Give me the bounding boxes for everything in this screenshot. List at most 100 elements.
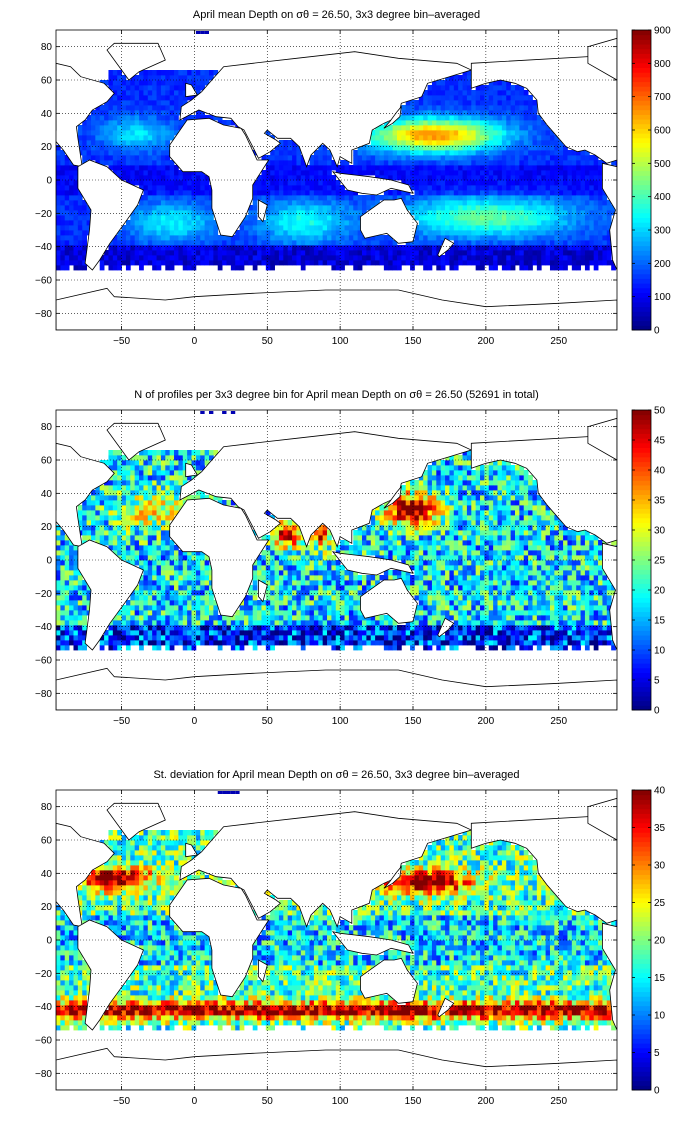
heatmap-cell [152,250,157,256]
heatmap-cell [418,95,424,101]
heatmap-cell [99,105,105,111]
heatmap-cell [134,465,140,471]
heatmap-cell [462,260,468,266]
heatmap-cell [453,225,459,231]
heatmap-cell [60,240,66,246]
heatmap-cell [480,115,485,121]
heatmap-cell [322,605,328,611]
heatmap-cell [274,255,280,261]
heatmap-cell [431,185,437,191]
heatmap-cell [300,640,306,646]
heatmap-cell [458,195,463,201]
heatmap-cell [274,545,280,551]
heatmap-cell [174,635,179,641]
heatmap-cell [458,260,463,266]
heatmap-cell [117,535,122,541]
heatmap-cell [143,510,149,516]
heatmap-cell [261,575,267,581]
heatmap-cell [77,125,83,131]
heatmap-cell [147,470,153,476]
heatmap-cell [453,230,459,236]
heatmap-cell [541,205,546,211]
heatmap-cell [305,630,310,636]
heatmap-cell [130,145,136,151]
heatmap-cell [375,160,380,166]
heatmap-cell [77,645,83,651]
heatmap-cell [191,75,197,81]
heatmap-cell [475,200,481,206]
heatmap-cell [160,560,166,566]
heatmap-cell [287,545,293,551]
heatmap-cell [348,225,354,231]
heatmap-cell [528,135,533,141]
heatmap-cell [69,200,74,206]
heatmap-cell [480,130,485,136]
heatmap-cell [331,220,337,226]
heatmap-cell [501,235,507,241]
heatmap-cell [156,145,162,151]
heatmap-cell [95,105,101,111]
heatmap-cell [265,590,271,596]
heatmap-cell [292,205,297,211]
heatmap-cell [418,165,424,171]
heatmap-cell [213,450,219,456]
heatmap-cell [318,220,324,226]
heatmap-cell [165,465,171,471]
heatmap-cell [497,260,503,266]
arctic-bins [195,31,209,34]
heatmap-cell [445,225,450,231]
heatmap-cell [471,95,477,101]
heatmap-cell [510,205,516,211]
heatmap-cell [466,230,472,236]
heatmap-cell [305,555,310,561]
heatmap-cell [69,585,74,591]
heatmap-cell [388,130,393,136]
heatmap-cell [182,80,188,86]
heatmap-cell [243,255,249,261]
heatmap-cell [121,505,127,511]
heatmap-cell [296,210,302,216]
heatmap-cell [217,255,223,261]
heatmap-cell [484,175,490,181]
y-tick-label: 60 [41,76,53,87]
heatmap-cell [549,145,555,151]
heatmap-cell [56,640,61,646]
heatmap-cell [165,235,171,241]
heatmap-cell [130,605,136,611]
heatmap-cell [589,175,595,181]
heatmap-cell [335,235,341,241]
heatmap-cell [318,530,324,536]
heatmap-cell [226,240,232,246]
heatmap-cell [104,505,109,511]
heatmap-cell [506,225,512,231]
heatmap-cell [69,210,74,216]
heatmap-cell [265,205,271,211]
heatmap-cell [318,170,324,176]
heatmap-cell [77,230,83,236]
heatmap-cell [392,135,398,141]
heatmap-cell [243,610,249,616]
heatmap-cell [458,170,463,176]
heatmap-cell [121,610,127,616]
heatmap-cell [200,610,206,616]
heatmap-cell [593,215,599,221]
heatmap-cell [204,450,210,456]
heatmap-cell [125,115,131,121]
heatmap-cell [169,75,175,81]
heatmap-cell [523,105,529,111]
heatmap-cell [466,205,472,211]
heatmap-cell [86,505,92,511]
heatmap-cell [125,130,131,136]
heatmap-cell [453,75,459,81]
heatmap-cell [139,205,144,211]
heatmap-cell [305,195,310,201]
heatmap-cell [270,560,275,566]
heatmap-cell [278,175,284,181]
heatmap-cell [322,145,328,151]
heatmap-cell [217,250,223,256]
heatmap-cell [69,240,74,246]
heatmap-cell [445,170,450,176]
heatmap-cell [466,255,472,261]
heatmap-cell [327,625,332,631]
heatmap-cell [532,120,538,126]
